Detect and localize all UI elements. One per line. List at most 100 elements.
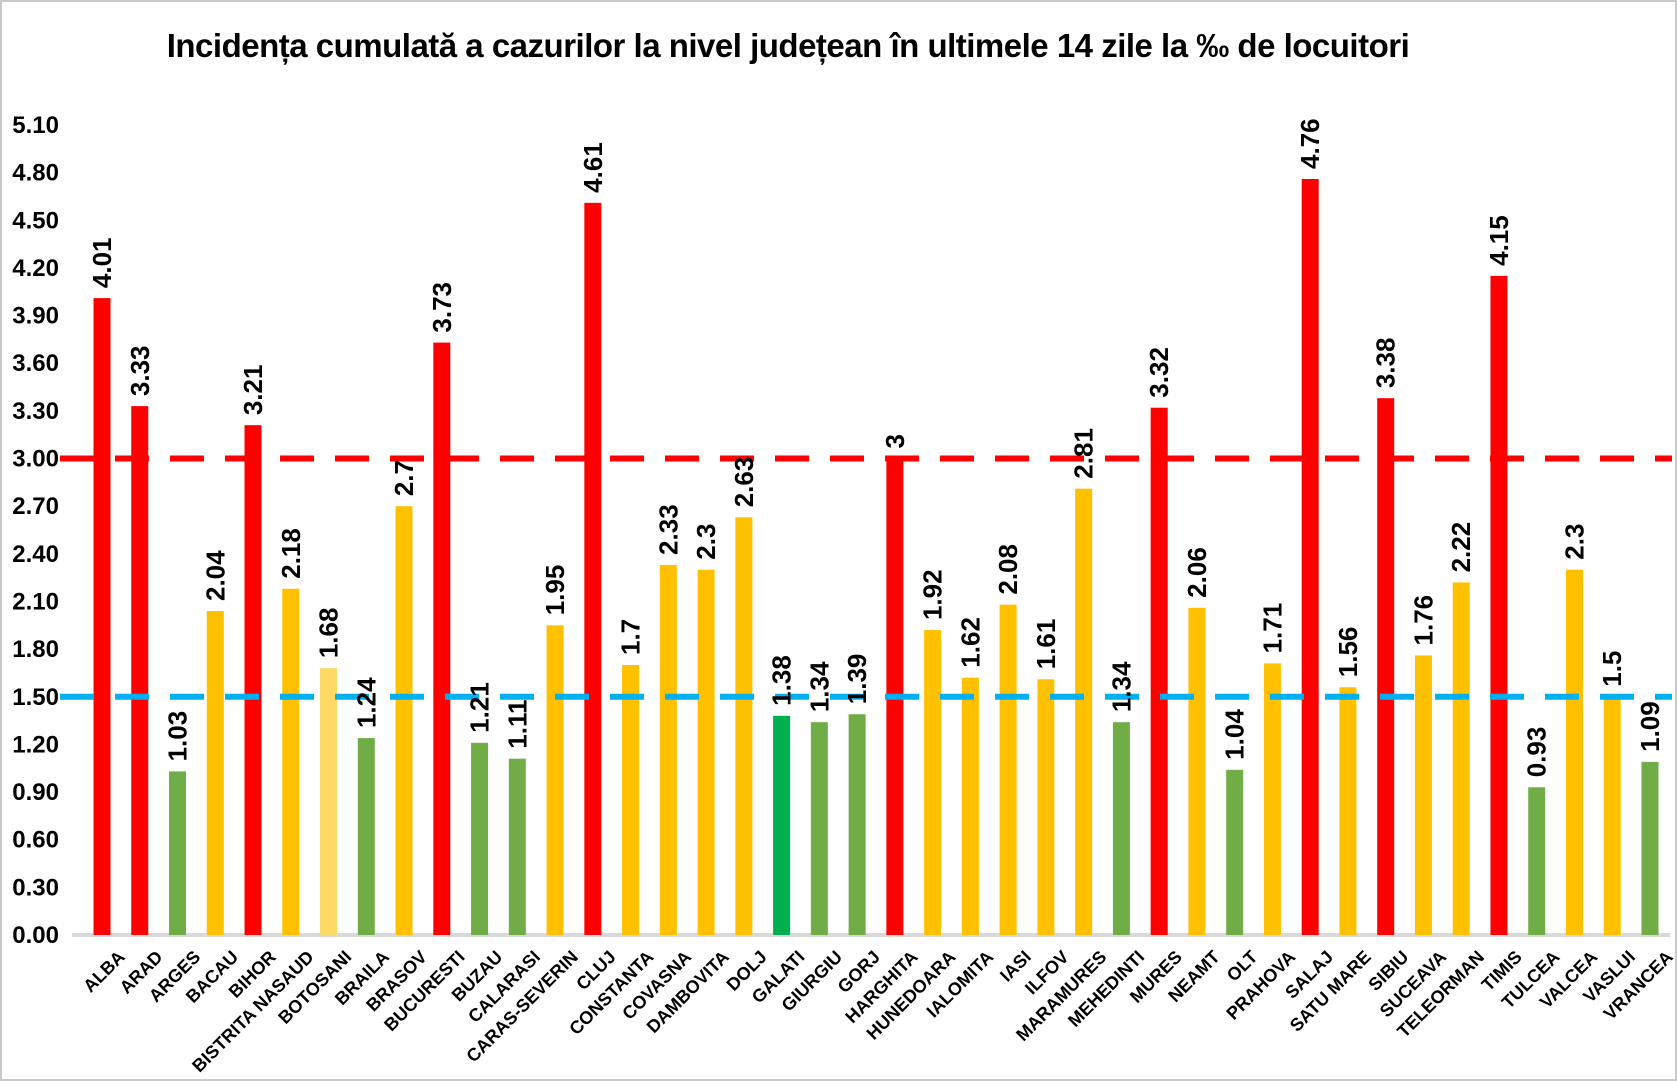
y-tick-label: 2.10 — [12, 588, 59, 615]
bar-maramures — [1075, 488, 1093, 935]
y-tick-label: 4.50 — [12, 207, 59, 234]
y-tick-label: 0.30 — [12, 874, 59, 901]
y-tick-label: 2.70 — [12, 493, 59, 520]
value-label-ialomita: 1.62 — [955, 617, 985, 668]
bar-dolj — [735, 517, 753, 935]
value-label-arges: 1.03 — [163, 711, 193, 762]
value-label-teleorman: 2.22 — [1446, 522, 1476, 573]
y-tick-label: 0.60 — [12, 827, 59, 854]
bar-arges — [169, 771, 187, 935]
value-label-cluj: 4.61 — [578, 142, 608, 193]
value-label-bucuresti: 3.73 — [427, 282, 457, 333]
bar-iasi — [999, 604, 1017, 935]
bar-vaslui — [1603, 696, 1621, 935]
y-tick-label: 1.20 — [12, 731, 59, 758]
value-label-harghita: 3 — [880, 434, 910, 448]
value-label-alba: 4.01 — [87, 238, 117, 289]
bar-braila — [357, 738, 375, 935]
y-tick-label: 4.80 — [12, 160, 59, 187]
bar-mures — [1150, 407, 1168, 935]
value-label-olt: 1.04 — [1220, 709, 1250, 760]
value-label-vrancea: 1.09 — [1635, 701, 1665, 752]
value-label-timis: 4.15 — [1484, 215, 1514, 266]
bar-hunedoara — [924, 630, 942, 935]
y-tick-label: 5.10 — [12, 112, 59, 139]
value-label-constanta: 1.7 — [616, 619, 646, 655]
bar-caras-severin — [546, 625, 564, 935]
bar-satu-mare — [1339, 687, 1357, 935]
value-label-arad: 3.33 — [125, 346, 155, 397]
y-tick-label: 1.50 — [12, 684, 59, 711]
bar-vrancea — [1641, 761, 1659, 935]
y-tick-label: 0.90 — [12, 779, 59, 806]
value-label-salaj: 4.76 — [1295, 118, 1325, 169]
value-label-hunedoara: 1.92 — [918, 569, 948, 620]
bar-gorj — [848, 714, 866, 935]
bar-ialomita — [961, 677, 979, 935]
value-label-caras-severin: 1.95 — [540, 565, 570, 616]
value-label-botosani: 1.68 — [314, 608, 344, 659]
bar-buzau — [471, 742, 489, 935]
y-tick-label: 2.40 — [12, 541, 59, 568]
bar-alba — [93, 298, 111, 935]
value-label-dolj: 2.63 — [729, 457, 759, 508]
value-label-neamt: 2.06 — [1182, 547, 1212, 598]
value-label-buzau: 1.21 — [465, 682, 495, 733]
bar-mehedinti — [1112, 722, 1130, 935]
bar-botosani — [320, 668, 338, 935]
bar-tulcea — [1528, 787, 1546, 935]
bar-neamt — [1188, 607, 1206, 935]
y-tick-label: 3.30 — [12, 398, 59, 425]
bar-brasov — [395, 506, 413, 935]
bar-valcea — [1565, 569, 1583, 935]
value-label-mehedinti: 1.34 — [1106, 661, 1136, 712]
bar-prahova — [1263, 663, 1281, 935]
value-label-bistrita-nasaud: 2.18 — [276, 528, 306, 579]
value-label-bihor: 3.21 — [238, 365, 268, 416]
y-axis-tick-labels: 0.00 0.30 0.60 0.90 1.20 1.50 1.80 2.10 2.40 2.70… — [12, 112, 59, 949]
bar-suceava — [1414, 655, 1432, 935]
y-tick-label: 4.20 — [12, 255, 59, 282]
bar-salaj — [1301, 179, 1319, 935]
bar-bihor — [244, 425, 262, 935]
value-label-braila: 1.24 — [351, 677, 381, 728]
value-label-suceava: 1.76 — [1408, 595, 1438, 646]
value-label-maramures: 2.81 — [1069, 428, 1099, 479]
bar-bistrita-nasaud — [282, 588, 300, 935]
value-label-covasna: 2.33 — [653, 504, 683, 555]
bar-sibiu — [1377, 398, 1395, 935]
value-label-giurgiu: 1.34 — [804, 661, 834, 712]
bar-cluj — [584, 202, 602, 935]
bar-ilfov — [1037, 679, 1055, 935]
bar-timis — [1490, 275, 1508, 936]
bar-dambovita — [697, 569, 715, 935]
y-tick-label: 3.90 — [12, 303, 59, 330]
y-tick-label: 3.00 — [12, 446, 59, 473]
chart-title: Incidența cumulată a cazurilor la nivel … — [167, 27, 1410, 65]
threshold-lines-group — [60, 455, 1672, 700]
value-label-satu-mare: 1.56 — [1333, 627, 1363, 678]
bar-teleorman — [1452, 582, 1470, 935]
bar-olt — [1226, 769, 1244, 935]
value-label-brasov: 2.7 — [389, 460, 419, 496]
bar-bucuresti — [433, 342, 451, 935]
value-label-valcea: 2.3 — [1559, 524, 1589, 560]
bar-calarasi — [508, 758, 526, 935]
value-label-gorj: 1.39 — [842, 654, 872, 705]
bar-giurgiu — [810, 722, 828, 935]
value-label-prahova: 1.71 — [1257, 603, 1287, 654]
value-label-sibiu: 3.38 — [1371, 338, 1401, 389]
value-label-mures: 3.32 — [1144, 347, 1174, 398]
bar-covasna — [659, 564, 677, 935]
value-label-calarasi: 1.11 — [502, 700, 532, 749]
value-label-bacau: 2.04 — [200, 550, 230, 601]
value-label-tulcea: 0.93 — [1522, 727, 1552, 778]
bar-bacau — [206, 611, 224, 935]
value-label-ilfov: 1.61 — [1031, 619, 1061, 670]
bar-galati — [773, 715, 791, 935]
value-label-galati: 1.38 — [767, 655, 797, 706]
y-tick-label: 0.00 — [12, 922, 59, 949]
